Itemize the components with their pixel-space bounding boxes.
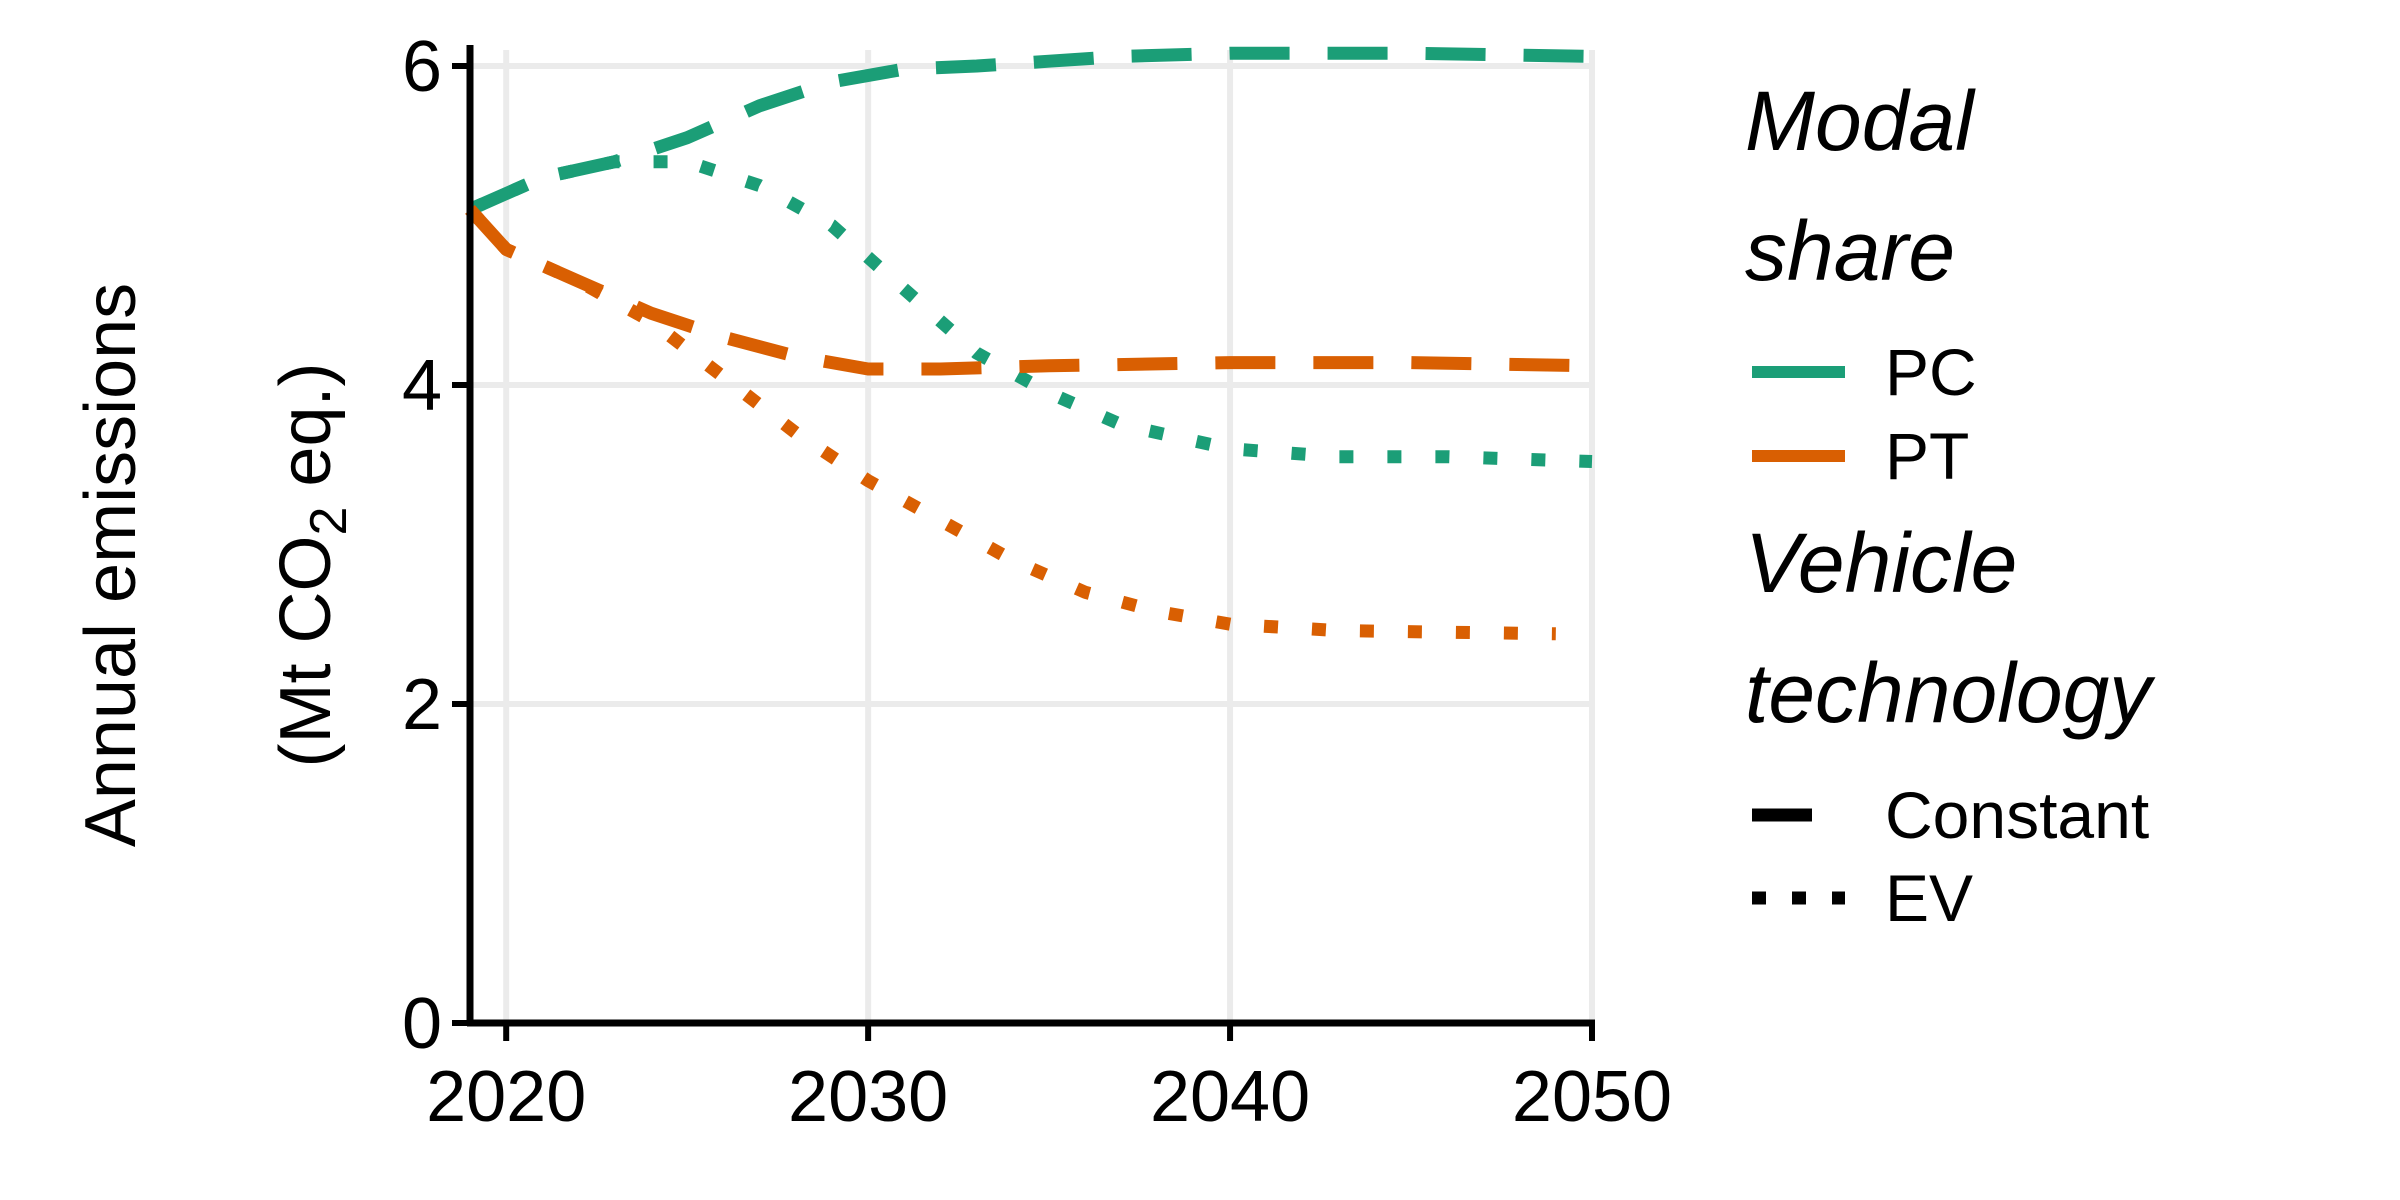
y-tick-label-4: 4: [402, 346, 442, 426]
legend-label-pc: PC: [1885, 335, 1977, 409]
y-axis-title-line2: (Mt CO2 eq.): [266, 363, 358, 768]
grid: [470, 50, 1595, 1026]
y-axis-title-suffix: eq.): [266, 363, 346, 507]
legend-label-pt: PT: [1885, 419, 1969, 493]
x-tick-label-2050: 2050: [1512, 1057, 1672, 1137]
series-line-pc-constant: [467, 46, 1593, 216]
legend-modal-title-line2: share: [1745, 204, 1955, 298]
x-tick-label-2020: 2020: [426, 1057, 586, 1137]
legend: Modal share PC PT Vehicle technology Con…: [1745, 74, 2156, 935]
legend-tech-title-line2: technology: [1745, 646, 2156, 740]
y-axis-title-subscript: 2: [300, 507, 358, 536]
x-tick-label-2030: 2030: [788, 1057, 948, 1137]
legend-tech-title-line1: Vehicle: [1745, 516, 2017, 610]
y-tick-label-2: 2: [402, 665, 442, 745]
x-tick-label-2040: 2040: [1150, 1057, 1310, 1137]
series-lines: [465, 46, 1593, 641]
series-line-pt-constant: [465, 205, 1593, 376]
legend-label-constant: Constant: [1885, 778, 2149, 852]
axes: 0 2 4 6 2020 2030 2040 2050: [402, 27, 1672, 1137]
legend-label-ev: EV: [1885, 861, 1973, 935]
legend-modal-title-line1: Modal: [1745, 74, 1976, 168]
y-tick-label-6: 6: [402, 27, 442, 107]
y-axis-title: Annual emissions (Mt CO2 eq.): [71, 283, 358, 847]
series-line-pt-ev: [465, 205, 1556, 641]
y-axis-title-prefix: (Mt CO: [266, 536, 346, 768]
series-line-pc-ev: [467, 155, 1593, 468]
y-axis-title-line1: Annual emissions: [71, 283, 151, 847]
y-tick-label-0: 0: [402, 984, 442, 1064]
